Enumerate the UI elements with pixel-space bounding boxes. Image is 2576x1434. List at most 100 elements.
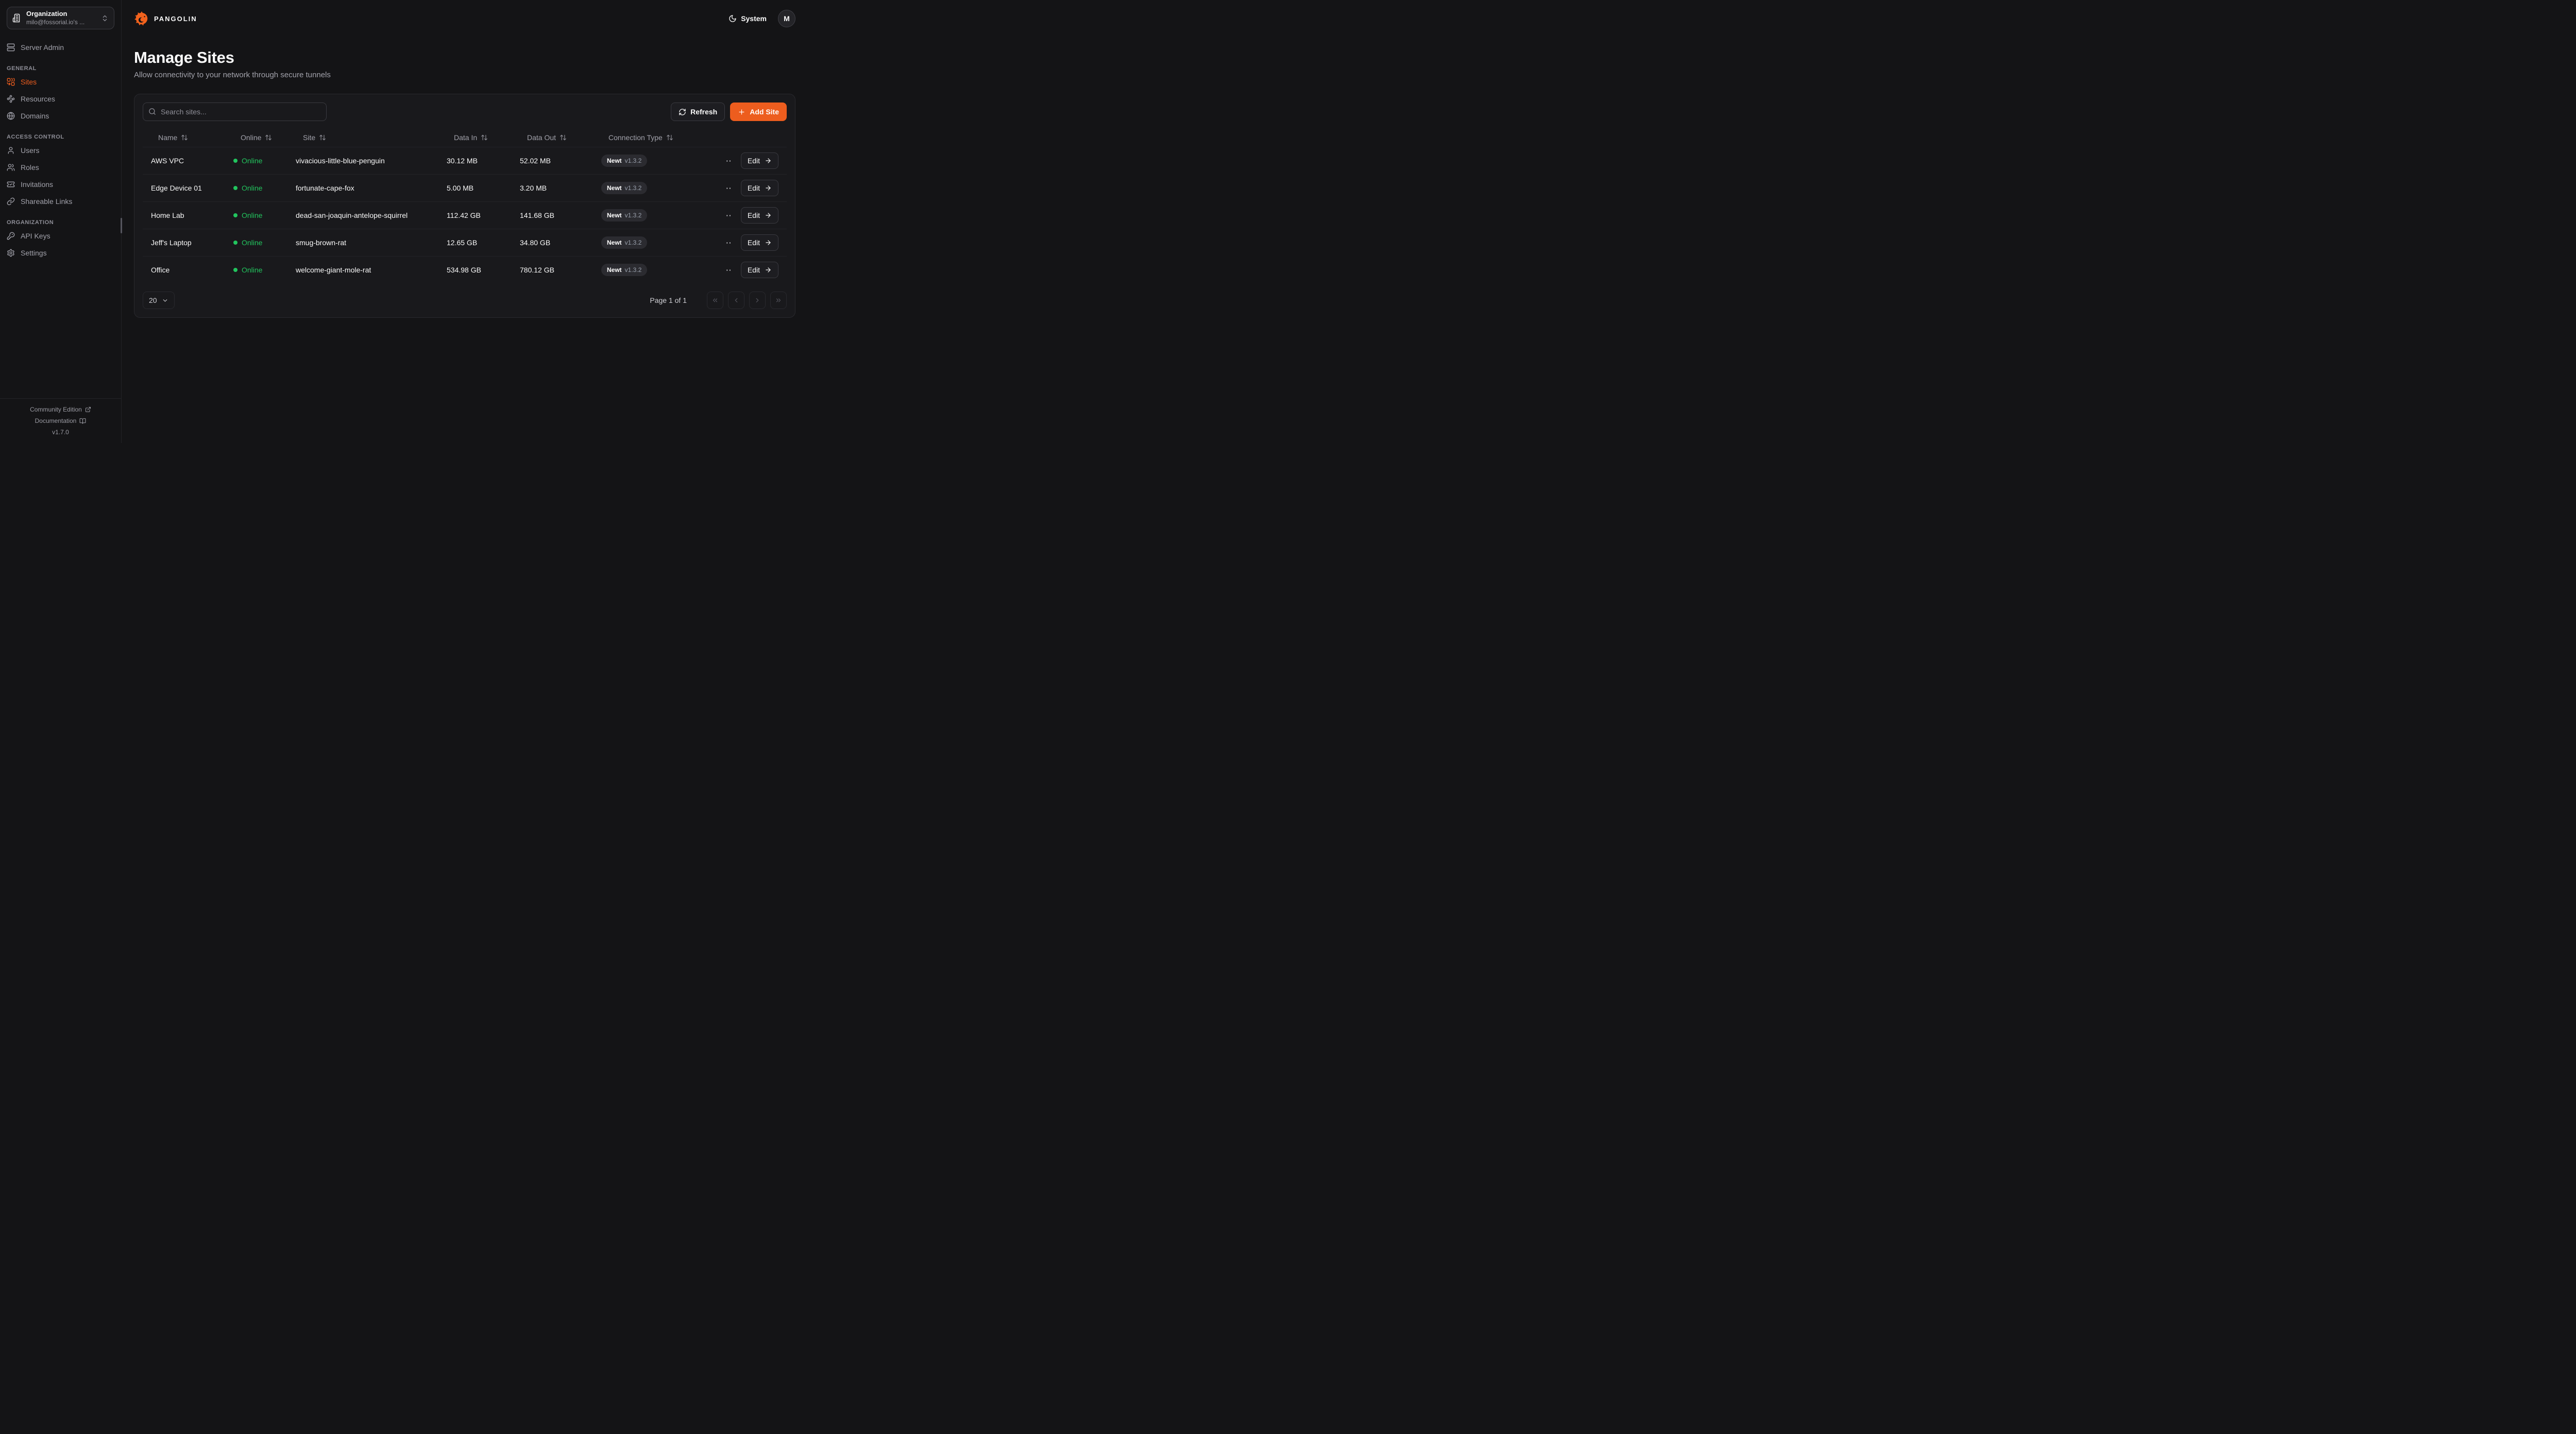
table-row: Edge Device 01 Online fortunate-cape-fox… [143,174,787,201]
data-out: 3.20 MB [520,184,547,192]
sites-table: Name Online Site Data In Data Out Connec… [143,128,787,283]
sidebar-item-resources[interactable]: Resources [7,90,114,107]
chevrons-right-icon [776,298,781,302]
gear-icon [7,249,14,257]
column-header-connection-type[interactable]: Connection Type [593,133,726,142]
row-menu-button[interactable]: ⋯ [726,237,734,248]
org-selector[interactable]: Organization milo@fossorial.io's ... [7,7,114,29]
site-slug: welcome-giant-mole-rat [296,266,371,274]
sidebar-item-roles[interactable]: Roles [7,159,114,176]
page-subtitle: Allow connectivity to your network throu… [134,71,331,79]
building-icon [12,13,22,23]
pangolin-logo-icon [134,11,148,26]
site-slug: smug-brown-rat [296,238,347,247]
column-header-online[interactable]: Online [225,133,287,142]
book-open-icon [79,418,86,424]
site-slug: dead-san-joaquin-antelope-squirrel [296,211,408,219]
online-status: Online [225,211,287,219]
add-site-button[interactable]: Add Site [730,103,787,121]
site-name: Office [151,266,170,274]
main-content: PANGOLIN System M Manage Sites Allow con… [122,0,808,443]
sidebar-item-server-admin[interactable]: Server Admin [7,39,114,56]
search-input[interactable] [143,103,327,121]
app-root: Organization milo@fossorial.io's ... Ser… [0,0,808,443]
site-name: AWS VPC [151,157,184,165]
sites-card: Refresh Add Site Name Online Site Data I… [134,94,795,318]
data-in: 534.98 GB [447,266,481,274]
combine-icon [7,78,15,86]
community-edition-link[interactable]: Community Edition [0,404,121,415]
data-out: 52.02 MB [520,157,551,165]
table-row: AWS VPC Online vivacious-little-blue-pen… [143,147,787,174]
column-header-data-in[interactable]: Data In [438,133,512,142]
previous-page-button[interactable] [728,292,744,309]
connection-type-badge: Newt v1.3.2 [601,264,648,276]
sidebar-item-users[interactable]: Users [7,142,114,159]
sidebar-resize-handle[interactable] [121,218,122,233]
status-dot-icon [233,268,238,272]
column-header-data-out[interactable]: Data Out [512,133,593,142]
edit-button[interactable]: Edit [740,207,778,224]
online-status: Online [225,238,287,247]
chevron-down-icon [163,299,167,302]
data-in: 112.42 GB [447,211,481,219]
column-header-name[interactable]: Name [143,133,225,142]
connection-type-badge: Newt v1.3.2 [601,236,648,249]
table-row: Office Online welcome-giant-mole-rat 534… [143,256,787,283]
row-menu-button[interactable]: ⋯ [726,210,734,221]
section-label-organization: ORGANIZATION [7,219,54,226]
edit-button[interactable]: Edit [740,180,778,196]
plus-icon [739,109,744,114]
sidebar-item-api-keys[interactable]: API Keys [7,227,114,244]
section-label-access-control: ACCESS CONTROL [7,133,64,140]
waypoints-icon [7,95,15,103]
edit-button[interactable]: Edit [740,234,778,251]
table-row: Home Lab Online dead-san-joaquin-antelop… [143,201,787,229]
refresh-icon [679,108,686,115]
first-page-button[interactable] [707,292,723,309]
data-out: 780.12 GB [520,266,554,274]
org-selector-value: milo@fossorial.io's ... [26,18,85,26]
user-icon [8,146,14,154]
sidebar-item-shareable-links[interactable]: Shareable Links [7,193,114,210]
data-in: 12.65 GB [447,238,478,247]
refresh-button[interactable]: Refresh [671,103,725,121]
online-status: Online [225,157,287,165]
link-icon [7,197,15,205]
row-menu-button[interactable]: ⋯ [726,183,734,194]
chevrons-up-down-icon [101,14,109,22]
sidebar-item-settings[interactable]: Settings [7,244,114,261]
moon-icon [729,15,736,22]
edit-button[interactable]: Edit [740,152,778,169]
next-page-button[interactable] [749,292,766,309]
sort-icon [319,134,326,141]
version-label: v1.7.0 [52,429,69,436]
status-dot-icon [233,241,238,245]
sidebar-nav: Server Admin GENERAL Sites Resources Dom… [0,36,121,398]
table-footer: 20 Page 1 of 1 [143,292,787,309]
avatar[interactable]: M [778,10,795,27]
ticket-check-icon [7,181,15,187]
pangolin-logo: PANGOLIN [134,11,197,26]
sidebar-item-invitations[interactable]: Invitations [7,176,114,193]
online-status: Online [225,184,287,192]
page-size-select[interactable]: 20 [143,292,175,309]
row-menu-button[interactable]: ⋯ [726,156,734,166]
edit-button[interactable]: Edit [740,262,778,278]
server-icon [7,43,15,51]
column-header-site[interactable]: Site [287,133,438,142]
online-status: Online [225,266,287,274]
chevron-left-icon [735,298,738,303]
connection-type-badge: Newt v1.3.2 [601,155,648,167]
documentation-link[interactable]: Documentation [0,415,121,426]
arrow-right-icon [766,213,771,218]
theme-toggle-button[interactable]: System [725,14,770,23]
row-menu-button[interactable]: ⋯ [726,265,734,276]
sidebar-item-domains[interactable]: Domains [7,107,114,124]
sort-icon [560,134,566,141]
sidebar-item-sites[interactable]: Sites [7,73,114,90]
sidebar-footer: Community Edition Documentation v1.7.0 [0,398,121,443]
site-name: Jeff's Laptop [151,238,192,247]
last-page-button[interactable] [770,292,787,309]
data-out: 141.68 GB [520,211,554,219]
